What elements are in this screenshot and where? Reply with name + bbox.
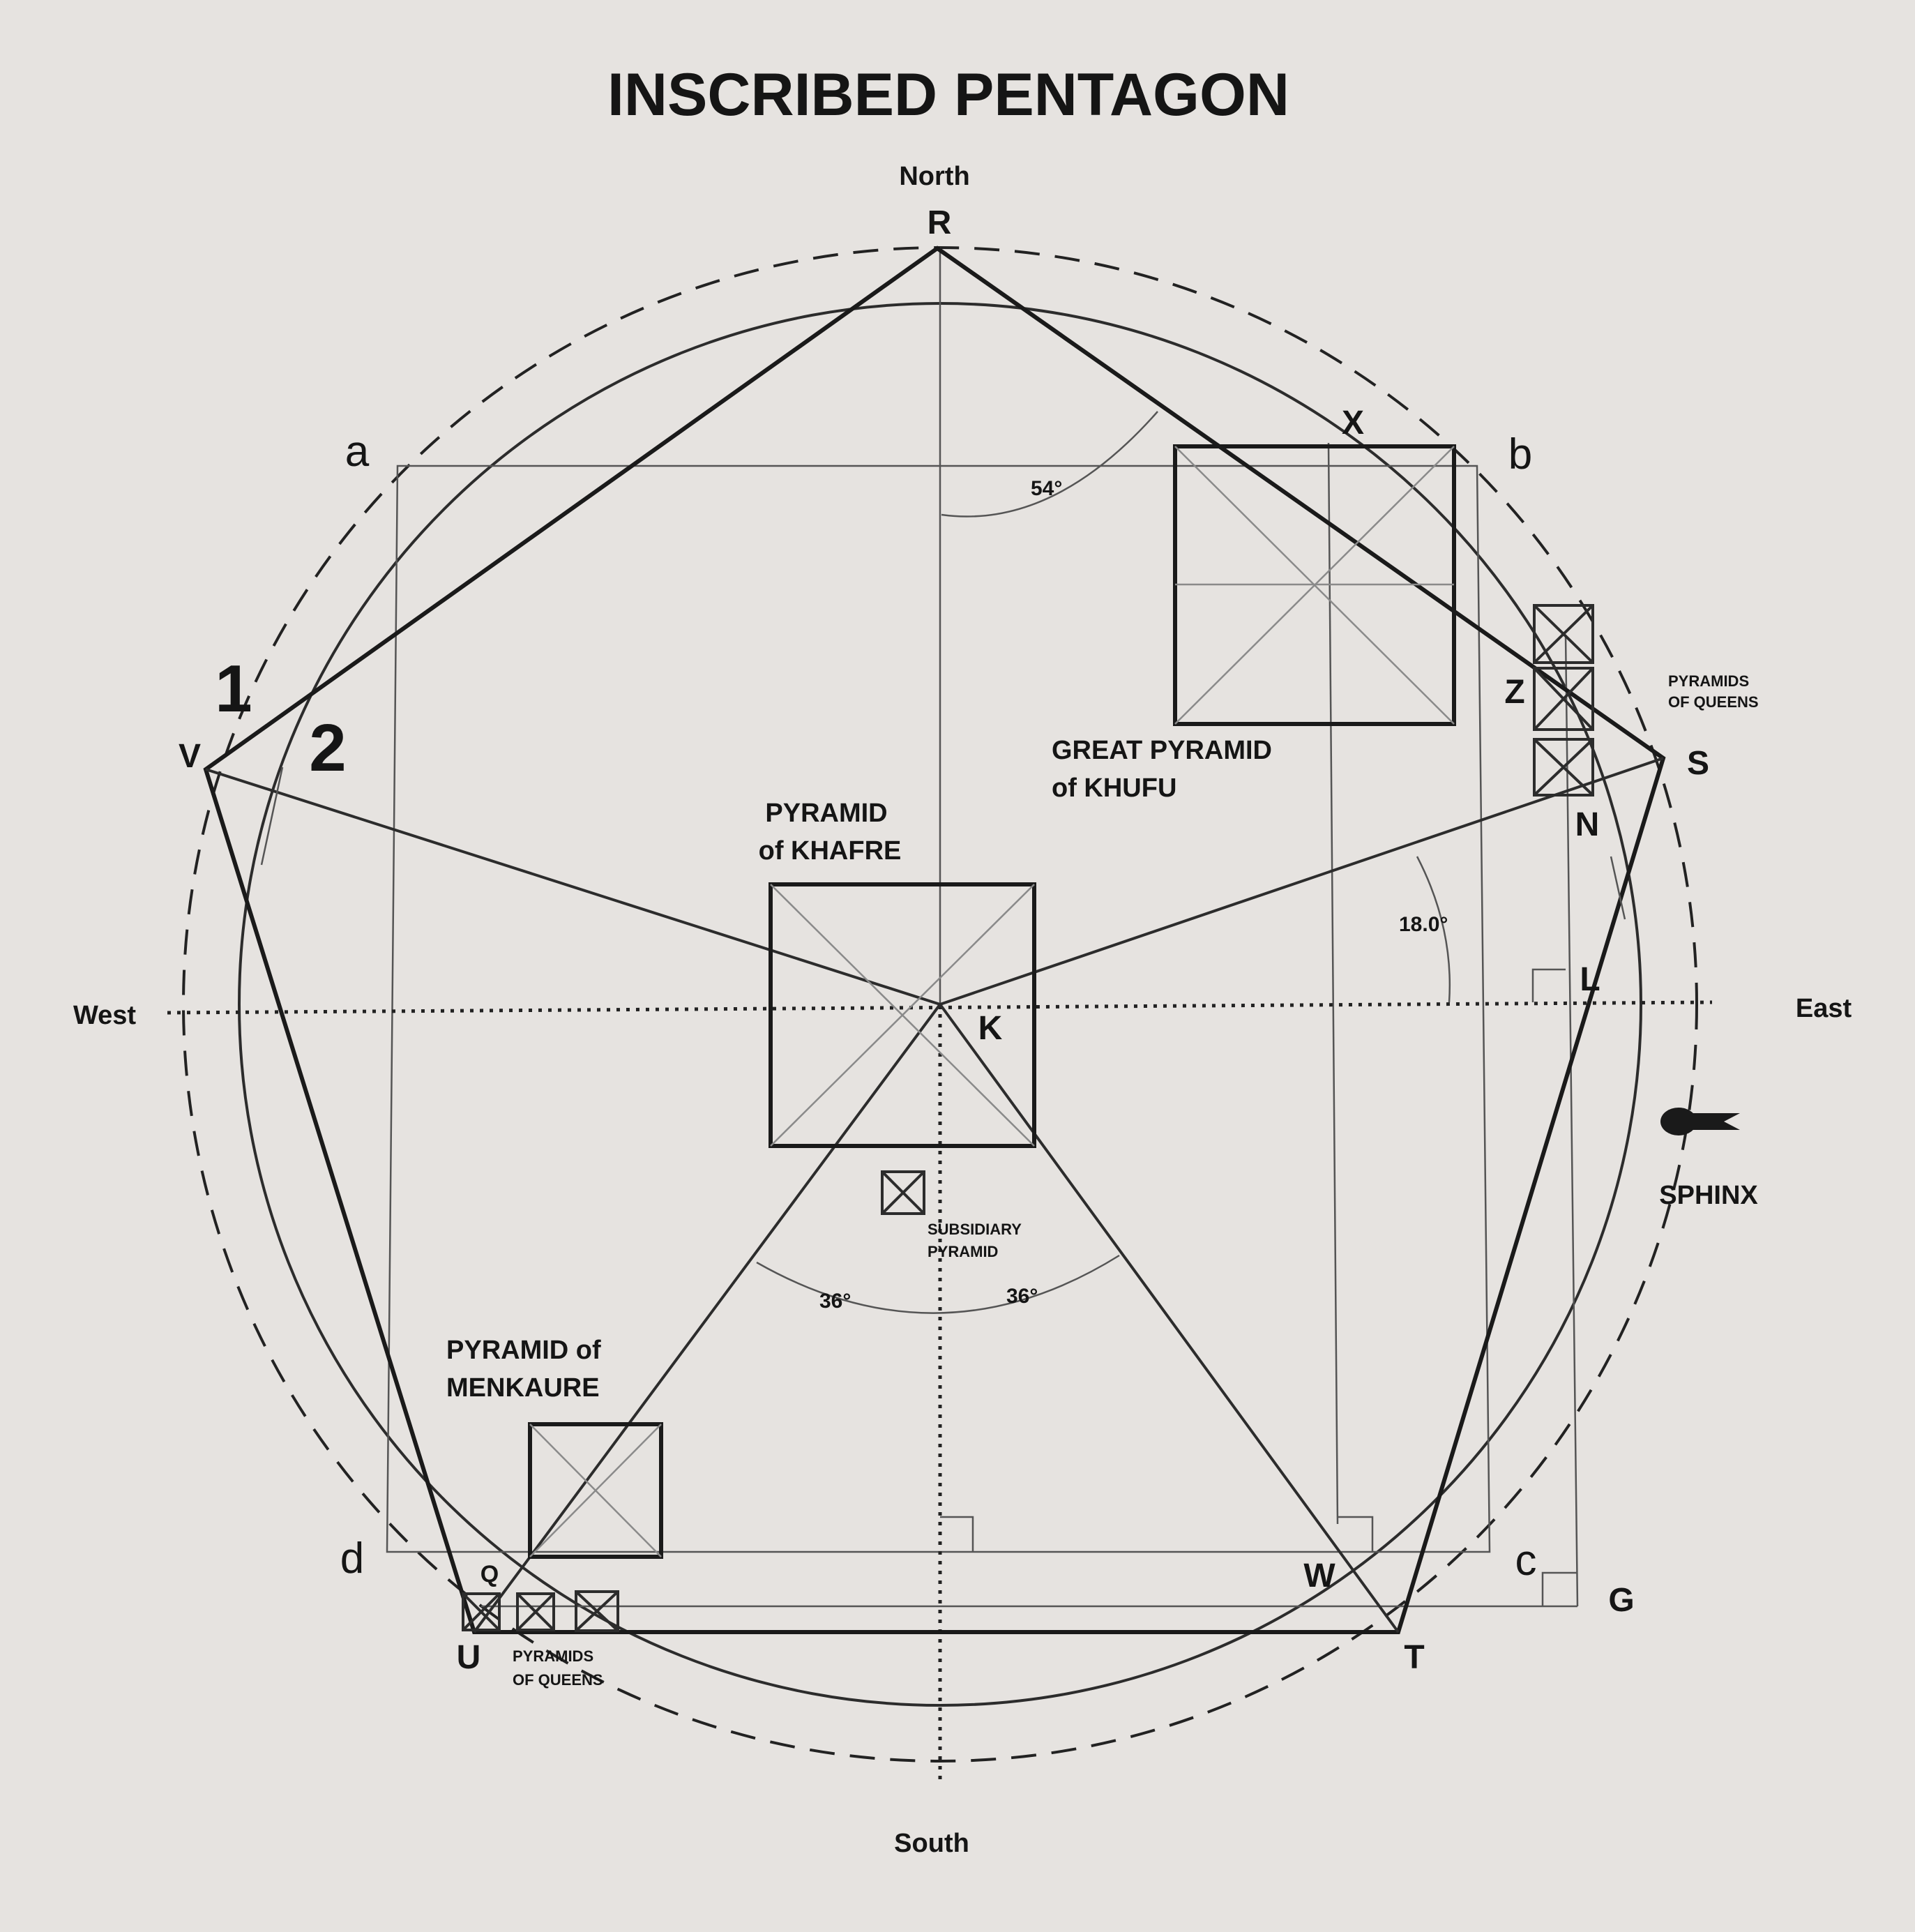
line-x-w [1327,442,1339,1525]
east-west-axis [167,1000,1713,1015]
south-label: South [894,1829,969,1858]
subsidiary-label-line2: PYRAMID [928,1243,998,1260]
sphinx-label: SPHINX [1659,1181,1758,1210]
subsidiary-pyramid [881,1170,925,1215]
angle-54-label: 54° [1031,477,1062,500]
point-w-label: W [1303,1557,1335,1594]
queens-east-label-line1: PYRAMIDS [1668,672,1749,690]
angle-36-right-label: 36° [1006,1285,1038,1308]
queens-south-label-line2: OF QUEENS [513,1671,603,1689]
spoke-u-k [473,1003,941,1633]
west-label: West [73,1001,136,1030]
circle-1-label: 1 [215,651,252,726]
point-q-label: Q [480,1561,499,1587]
khufu-label-line1: GREAT PYRAMID [1052,736,1272,765]
point-l-label: L [1580,961,1600,998]
right-angle-mark-w [1338,1516,1374,1552]
subsidiary-label-line1: SUBSIDIARY [928,1221,1022,1238]
right-angle-mark-l [1531,968,1566,1002]
point-g-label: G [1608,1582,1634,1619]
line-g-vertical [1564,634,1579,1607]
rectangle-abcd [386,465,1491,1553]
east-label: East [1796,994,1852,1023]
point-x-label: X [1342,405,1364,442]
point-u-label: U [457,1639,481,1676]
north-label: North [899,162,969,191]
pyramids-of-queens-east [1533,604,1594,797]
point-s-label: S [1687,745,1709,782]
point-r-label: R [928,204,952,241]
point-t-label: T [1404,1639,1424,1676]
queens-east-label-line2: OF QUEENS [1668,693,1759,711]
angle-arc-18 [1416,856,1451,1003]
angle-arc-54 [941,411,1158,518]
point-v-label: V [179,738,201,775]
tick-near-s [1610,856,1626,920]
khafre-label-line1: PYRAMID [765,799,887,828]
menkaure-label-line2: MENKAURE [446,1373,600,1403]
point-k-label: K [978,1010,1003,1047]
pentagon [203,246,1666,1634]
queens-south-label-line1: PYRAMIDS [513,1647,593,1665]
menkaure-label-line1: PYRAMID of [446,1336,601,1365]
sphinx-icon [1660,1108,1740,1135]
point-a-label: a [345,428,370,476]
circle-2-label: 2 [309,711,346,785]
right-angle-mark-bottom [940,1516,974,1552]
angle-18-label: 18.0° [1399,913,1448,936]
point-b-label: b [1508,430,1532,478]
point-d-label: d [340,1534,364,1583]
khufu-label-line2: of KHUFU [1052,773,1176,803]
diagram-title: INSCRIBED PENTAGON [607,61,1289,128]
tick-near-v [260,767,284,866]
angle-arc-36 [756,1254,1120,1314]
angle-36-left-label: 36° [819,1290,851,1313]
right-angle-mark-g [1541,1571,1577,1606]
pyramids-of-queens-south [462,1590,619,1632]
point-c-label: c [1515,1537,1537,1585]
spoke-v-k [205,768,941,1006]
pyramid-menkaure [528,1422,663,1559]
pyramid-khafre [769,882,1036,1148]
spoke-s-k [939,757,1664,1006]
point-z-label: Z [1504,674,1524,711]
point-n-label: N [1575,806,1600,843]
great-pyramid-khufu [1173,444,1456,726]
spoke-t-k [939,1003,1400,1633]
khafre-label-line2: of KHAFRE [759,836,902,866]
